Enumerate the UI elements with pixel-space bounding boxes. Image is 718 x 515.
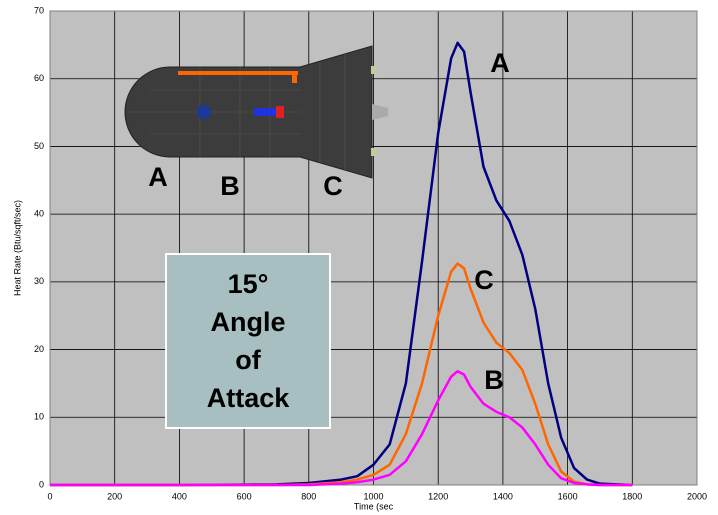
annotation-box: 15° Angle of Attack <box>166 254 330 428</box>
x-tick-label: 1800 <box>622 491 642 501</box>
vehicle-label: C <box>323 171 343 201</box>
series-label: C <box>474 265 494 295</box>
y-tick-label: 40 <box>34 209 44 219</box>
x-tick-label: 2000 <box>687 491 707 501</box>
series-label: B <box>484 365 504 395</box>
x-axis-label: Time (sec <box>354 501 394 511</box>
chart: 15° Angle of Attack 0 10 20 30 40 50 60 70 0 200 400 6… <box>0 0 718 515</box>
annotation-text: of <box>235 345 261 375</box>
x-tick-label: 600 <box>237 491 252 501</box>
y-tick-label: 30 <box>34 276 44 286</box>
y-tick-label: 50 <box>34 141 44 151</box>
y-tick-label: 70 <box>34 5 44 15</box>
x-tick-label: 0 <box>47 491 52 501</box>
vehicle-label: A <box>148 162 168 192</box>
series-label: A <box>490 48 510 78</box>
annotation-text: 15° <box>228 269 269 299</box>
x-tick-label: 200 <box>107 491 122 501</box>
y-tick-label: 0 <box>39 479 44 489</box>
y-axis-label: Heat Rate (Btu/sqft/sec) <box>12 200 22 296</box>
x-tick-label: 1600 <box>558 491 578 501</box>
x-tick-label: 1000 <box>363 491 383 501</box>
x-tick-label: 800 <box>301 491 316 501</box>
y-tick-label: 20 <box>34 344 44 354</box>
y-tick-label: 10 <box>34 412 44 422</box>
vehicle-label: B <box>220 171 240 201</box>
x-tick-label: 1200 <box>428 491 448 501</box>
y-tick-label: 60 <box>34 73 44 83</box>
x-tick-label: 400 <box>172 491 187 501</box>
annotation-text: Attack <box>207 383 291 413</box>
x-tick-label: 1400 <box>493 491 513 501</box>
annotation-text: Angle <box>210 307 285 337</box>
